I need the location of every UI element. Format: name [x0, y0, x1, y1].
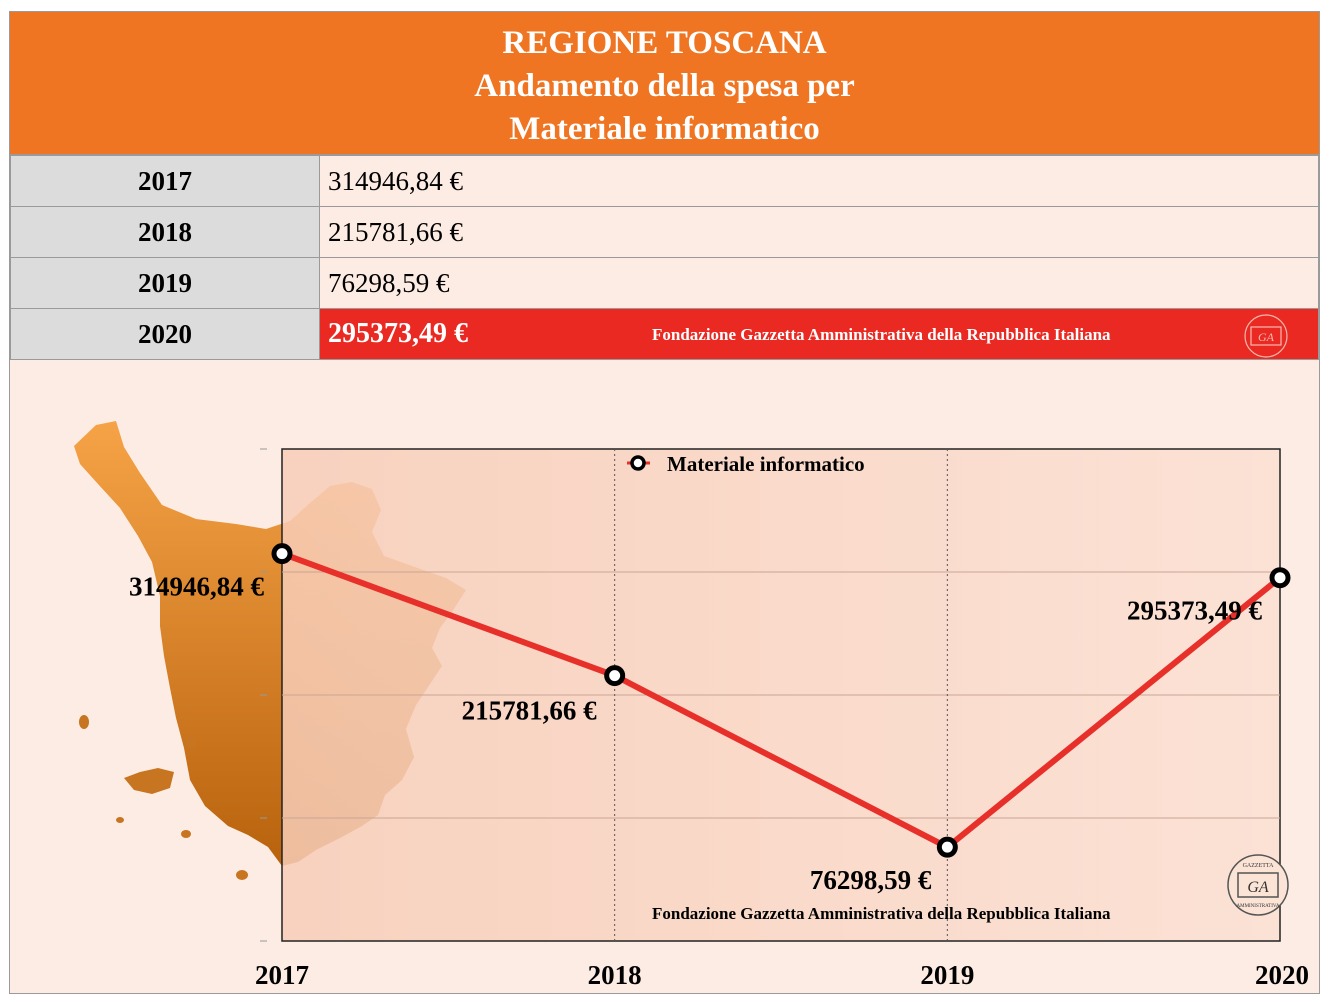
data-label: 314946,84 €: [129, 572, 265, 602]
legend-marker: [630, 455, 646, 471]
header-subtitle-2: Materiale informatico: [509, 111, 820, 147]
table-row-highlight: 2020 295373,49 € Fondazione Gazzetta Amm…: [10, 308, 1319, 360]
x-tick-label: 2017: [255, 960, 309, 990]
data-point: [1269, 567, 1291, 589]
ga-seal-logo: GAZZETTA GA AMMINISTRATIVA: [1227, 854, 1289, 916]
header-banner: REGIONE TOSCANA Andamento della spesa pe…: [10, 12, 1319, 155]
data-point: [936, 836, 958, 858]
x-tick-label: 2020: [1255, 960, 1309, 990]
ga-seal-logo-small: GA: [1244, 314, 1288, 358]
chart-footnote: Fondazione Gazzetta Amministrativa della…: [652, 904, 1111, 923]
data-labels: 314946,84 € 215781,66 € 76298,59 € 295373,4…: [129, 572, 1263, 896]
spending-table: 2017 314946,84 € 2018 215781,66 € 2019 7…: [10, 155, 1319, 360]
x-tick-label: 2018: [588, 960, 642, 990]
row-year: 2017: [10, 155, 320, 207]
data-point: [604, 665, 626, 687]
svg-text:AMMINISTRATIVA: AMMINISTRATIVA: [1237, 904, 1280, 909]
table-row: 2018 215781,66 €: [10, 206, 1319, 258]
header-title: REGIONE TOSCANA: [502, 25, 827, 61]
data-label: 76298,59 €: [810, 865, 932, 895]
svg-text:GA: GA: [1258, 330, 1275, 344]
table-row: 2019 76298,59 €: [10, 257, 1319, 309]
legend-label: Materiale informatico: [667, 452, 865, 476]
row-year: 2020: [10, 308, 320, 360]
row-value-highlight: 295373,49 € Fondazione Gazzetta Amminist…: [319, 308, 1319, 360]
legend: Materiale informatico: [627, 452, 865, 476]
data-label: 215781,66 €: [462, 696, 598, 726]
row-value: 215781,66 €: [319, 206, 1319, 258]
row-year: 2019: [10, 257, 320, 309]
table-footnote: Fondazione Gazzetta Amministrativa della…: [652, 325, 1111, 344]
x-axis-ticks: 2017 2018 2019 2020: [255, 960, 1309, 990]
highlight-value: 295373,49 €: [328, 318, 468, 349]
data-point: [271, 543, 293, 565]
row-value: 314946,84 €: [319, 155, 1319, 207]
svg-text:GAZZETTA: GAZZETTA: [1243, 863, 1275, 869]
row-value: 76298,59 €: [319, 257, 1319, 309]
series-line: [280, 550, 1282, 851]
header-subtitle-1: Andamento della spesa per: [474, 68, 855, 104]
series-marks: [271, 543, 1291, 858]
data-label: 295373,49 €: [1127, 596, 1263, 626]
row-year: 2018: [10, 206, 320, 258]
table-row: 2017 314946,84 €: [10, 155, 1319, 207]
svg-text:GA: GA: [1247, 879, 1269, 896]
x-tick-label: 2019: [920, 960, 974, 990]
grid-lines: [260, 448, 1280, 942]
